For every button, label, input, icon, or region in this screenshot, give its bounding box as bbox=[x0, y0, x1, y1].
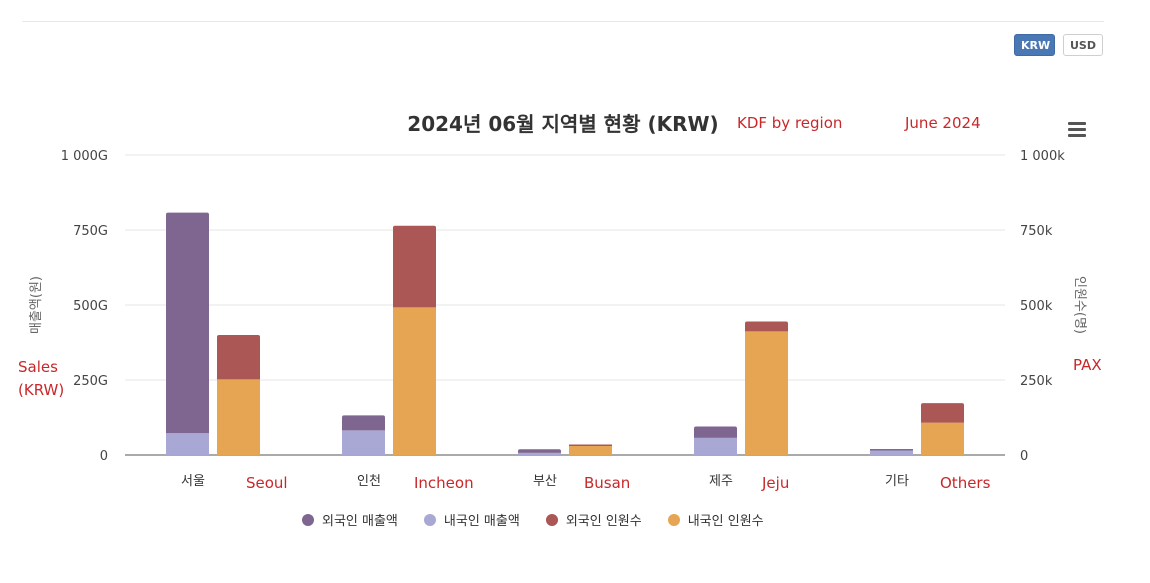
legend-label: 외국인 인원수 bbox=[565, 514, 642, 529]
bar-segment[interactable] bbox=[745, 331, 788, 455]
bar-segment[interactable] bbox=[870, 450, 913, 456]
bar-segment[interactable] bbox=[393, 307, 436, 455]
left-tick-label: 750G bbox=[73, 224, 108, 239]
bar-segment[interactable] bbox=[342, 415, 385, 431]
annotation-left-axis-line2: (KRW) bbox=[18, 381, 65, 399]
category-label: 서울 bbox=[181, 474, 205, 489]
bar-segment[interactable] bbox=[694, 437, 737, 455]
bar-segment[interactable] bbox=[217, 379, 260, 455]
bar-segment[interactable] bbox=[921, 403, 964, 423]
legend-item-domestic-pax[interactable]: 내국인 인원수 bbox=[667, 510, 764, 529]
bar-segment[interactable] bbox=[745, 321, 788, 332]
annotation-left-axis-line1: Sales bbox=[18, 358, 58, 376]
bar-segment[interactable] bbox=[166, 212, 209, 434]
annotation-region-incheon: Incheon bbox=[414, 474, 474, 492]
right-tick-label: 0 bbox=[1020, 449, 1028, 464]
category-label: 기타 bbox=[885, 474, 909, 489]
left-tick-label: 500G bbox=[73, 299, 108, 314]
legend-item-domestic-sales[interactable]: 내국인 매출액 bbox=[423, 510, 520, 529]
legend-marker bbox=[667, 513, 680, 526]
right-tick-label: 500k bbox=[1020, 299, 1053, 314]
bar-segment[interactable] bbox=[217, 335, 260, 380]
legend-label: 내국인 매출액 bbox=[443, 514, 520, 529]
annotation-region-busan: Busan bbox=[584, 474, 631, 492]
right-tick-label: 750k bbox=[1020, 224, 1053, 239]
left-tick-label: 1 000G bbox=[61, 149, 108, 164]
bar-segment[interactable] bbox=[870, 449, 913, 451]
legend-marker bbox=[302, 513, 314, 526]
left-tick-label: 250G bbox=[73, 374, 108, 389]
bar-segment[interactable] bbox=[569, 444, 612, 447]
left-tick-label: 0 bbox=[100, 449, 108, 464]
legend-marker bbox=[545, 513, 558, 526]
right-axis-title: 인원수(명) bbox=[1072, 276, 1087, 334]
top-divider bbox=[22, 21, 1104, 22]
category-label: 제주 bbox=[709, 474, 733, 489]
bar-segment[interactable] bbox=[518, 449, 561, 453]
bar-segment[interactable] bbox=[342, 430, 385, 455]
annotation-region-seoul: Seoul bbox=[246, 474, 288, 492]
bar-segment[interactable] bbox=[694, 426, 737, 438]
right-tick-label: 250k bbox=[1020, 374, 1053, 389]
right-tick-label: 1 000k bbox=[1020, 149, 1065, 164]
annotation-region-others: Others bbox=[940, 474, 991, 492]
chart-legend: 외국인 매출액 내국인 매출액 외국인 인원수 내국인 인원수 bbox=[302, 510, 764, 529]
bar-segment[interactable] bbox=[393, 225, 436, 308]
legend-label: 내국인 인원수 bbox=[687, 514, 764, 529]
annotation-subtitle: KDF by region bbox=[737, 114, 843, 132]
legend-item-foreign-pax[interactable]: 외국인 인원수 bbox=[545, 510, 642, 529]
legend-item-foreign-sales[interactable]: 외국인 매출액 bbox=[302, 510, 398, 529]
annotation-region-jeju: Jeju bbox=[762, 474, 790, 492]
hamburger-menu-icon[interactable] bbox=[1068, 122, 1086, 138]
legend-label: 외국인 매출액 bbox=[322, 514, 398, 529]
bar-segment[interactable] bbox=[569, 446, 612, 455]
legend-marker bbox=[423, 513, 436, 526]
bar-segment[interactable] bbox=[921, 422, 964, 455]
usd-currency-button[interactable]: USD bbox=[1063, 34, 1103, 56]
annotation-date: June 2024 bbox=[905, 114, 981, 132]
chart-title: 2024년 06월 지역별 현황 (KRW) bbox=[407, 112, 718, 136]
category-label: 부산 bbox=[533, 474, 557, 489]
krw-currency-button[interactable]: KRW bbox=[1014, 34, 1055, 56]
category-label: 인천 bbox=[357, 474, 381, 489]
bar-segment[interactable] bbox=[518, 452, 561, 455]
left-axis-title: 매출액(원) bbox=[29, 276, 44, 334]
annotation-right-axis: PAX bbox=[1073, 356, 1102, 374]
bar-segment[interactable] bbox=[166, 433, 209, 455]
